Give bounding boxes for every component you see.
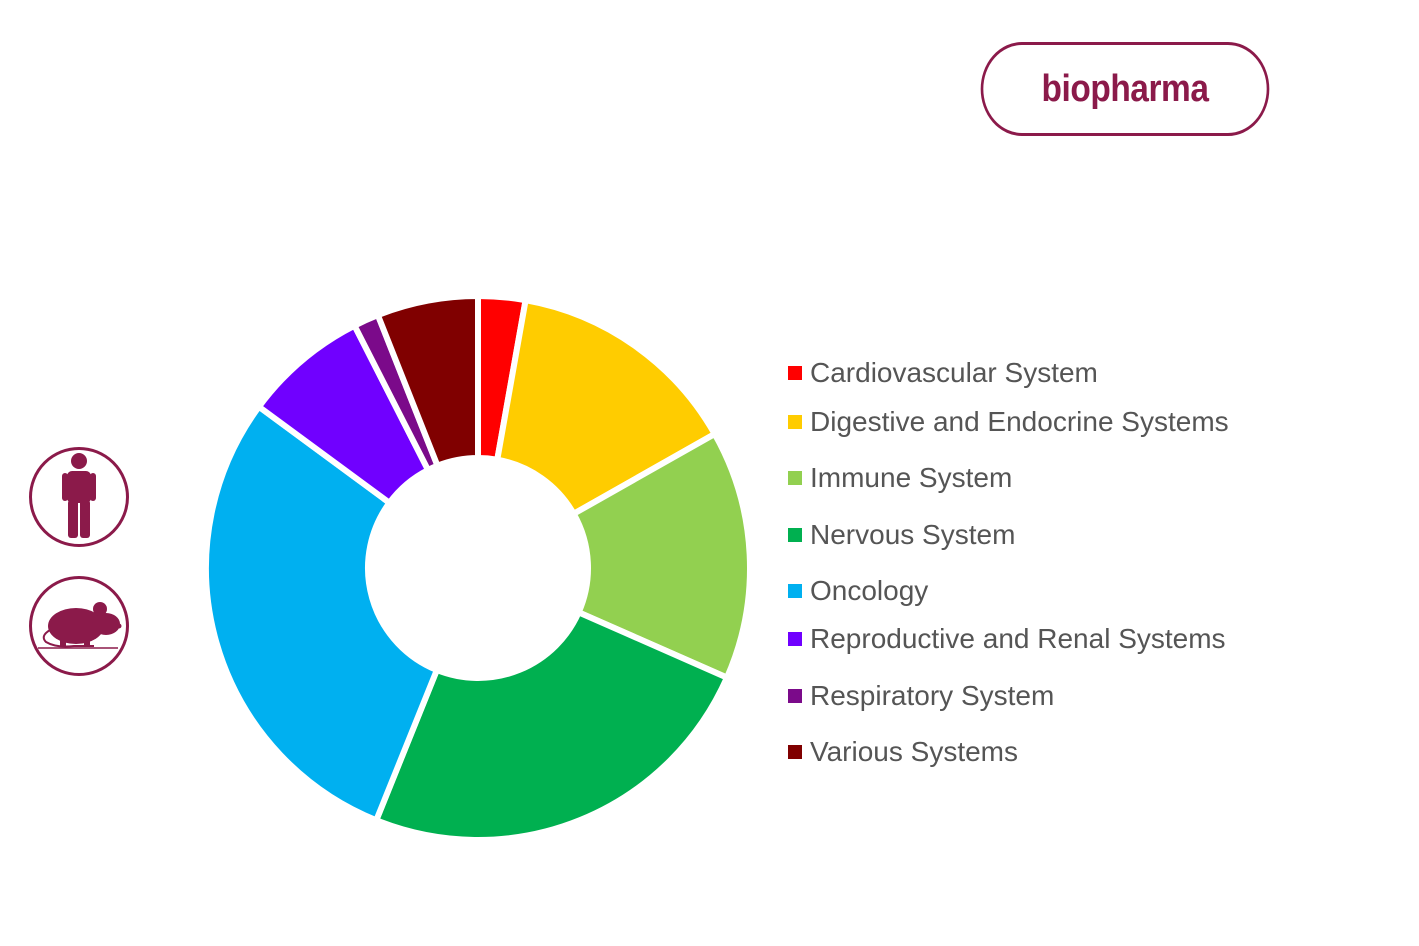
legend-swatch xyxy=(788,632,802,646)
legend-item[interactable]: Nervous System xyxy=(788,519,1016,550)
slice-digestive-and-endocrine-systems[interactable] xyxy=(493,296,719,518)
legend-item[interactable]: Various Systems xyxy=(788,736,1018,767)
legend-item[interactable]: Digestive and Endocrine Systems xyxy=(788,406,1229,437)
slice-various-systems[interactable] xyxy=(373,292,481,470)
slice-nervous-system[interactable] xyxy=(372,608,731,843)
legend-swatch xyxy=(788,366,802,380)
legend-label: Cardiovascular System xyxy=(810,357,1098,388)
biopharma-badge[interactable]: biopharma xyxy=(980,42,1270,136)
legend-label: Digestive and Endocrine Systems xyxy=(810,406,1229,437)
slice-oncology[interactable] xyxy=(203,402,441,825)
legend-label: Nervous System xyxy=(810,519,1016,550)
legend-label: Various Systems xyxy=(810,736,1018,767)
legend-label: Oncology xyxy=(810,575,929,606)
legend-swatch xyxy=(788,745,802,759)
legend-item[interactable]: Respiratory System xyxy=(788,680,1055,711)
legend-item[interactable]: Oncology xyxy=(788,575,929,606)
legend-item[interactable]: Cardiovascular System xyxy=(788,357,1098,388)
legend-label: Reproductive and Renal Systems xyxy=(810,623,1226,654)
legend-item[interactable]: Reproductive and Renal Systems xyxy=(788,623,1226,654)
mouse-icon xyxy=(38,602,122,649)
human-filter-button[interactable] xyxy=(29,447,129,547)
slice-immune-system[interactable] xyxy=(569,429,753,682)
legend-swatch xyxy=(788,689,802,703)
legend-label: Immune System xyxy=(810,462,1013,493)
legend-label: Respiratory System xyxy=(810,680,1055,711)
legend-swatch xyxy=(788,528,802,542)
mouse-filter-button[interactable] xyxy=(29,576,129,676)
legend-item[interactable]: Immune System xyxy=(788,462,1013,493)
legend-swatch xyxy=(788,584,802,598)
legend-swatch xyxy=(788,471,802,485)
legend-swatch xyxy=(788,415,802,429)
human-icon xyxy=(62,453,96,538)
